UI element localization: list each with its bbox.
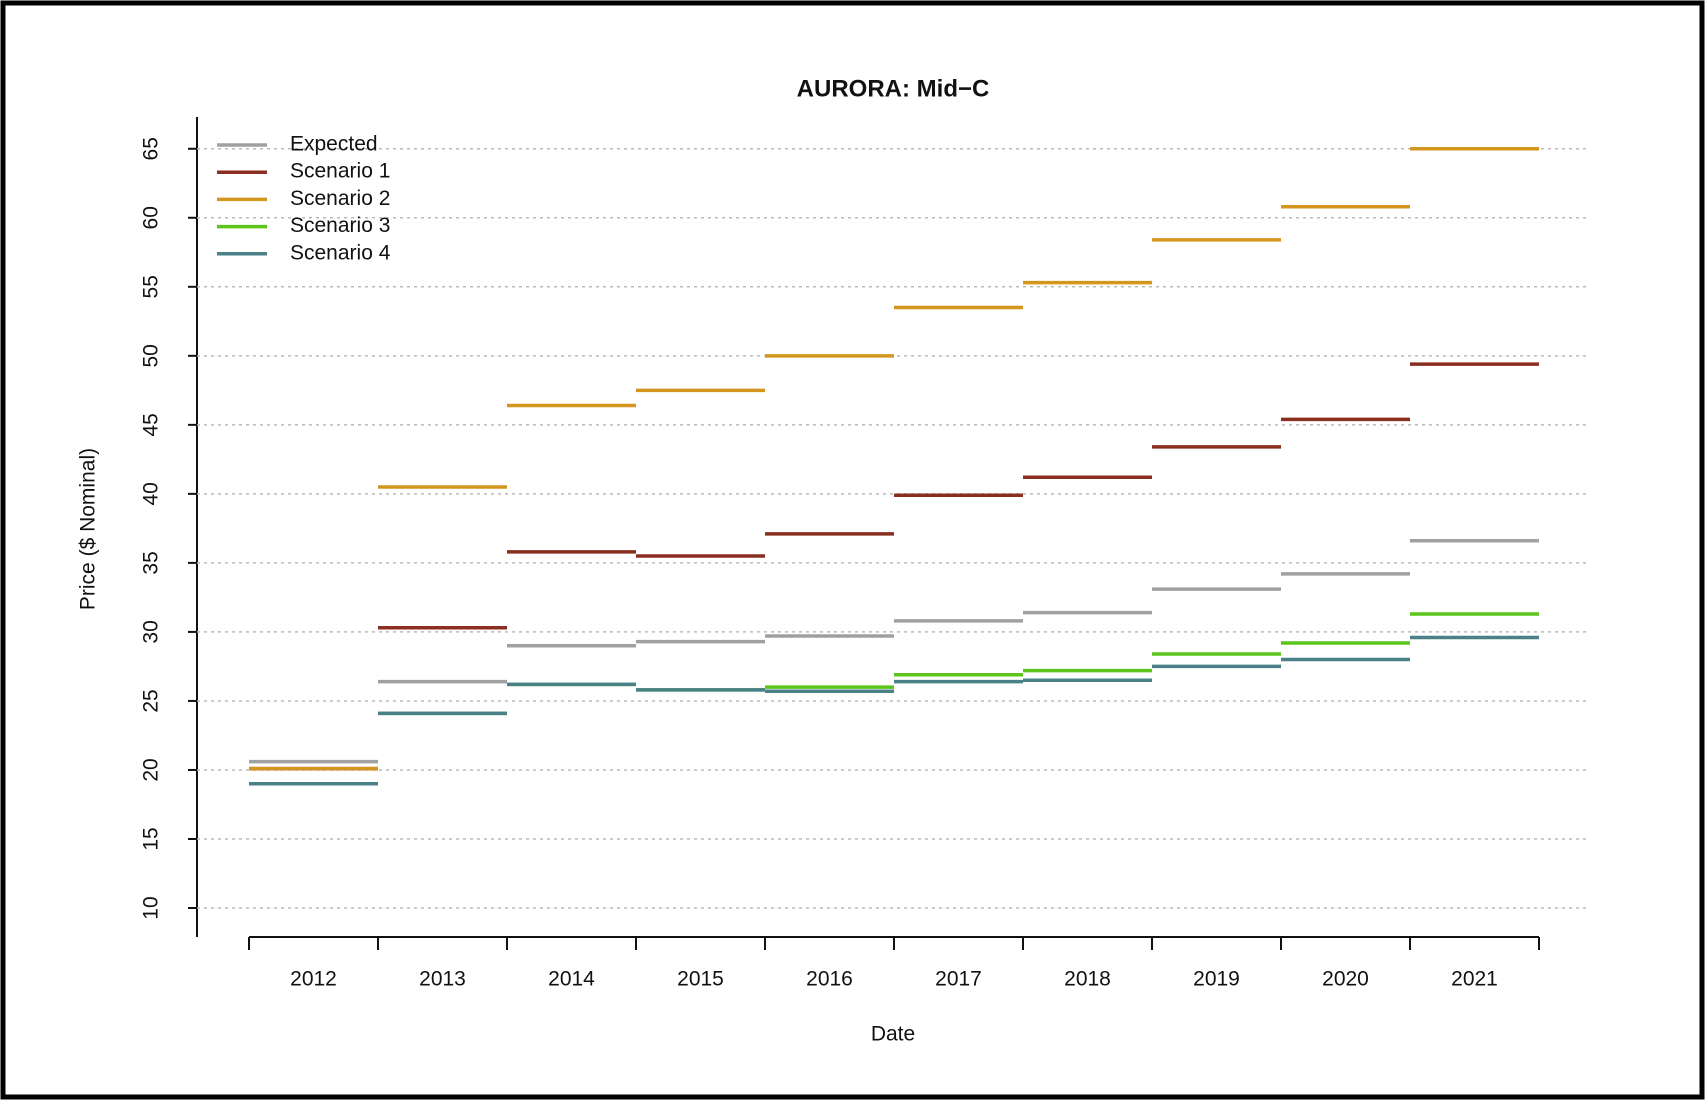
chart-title: AURORA: Mid−C [797,75,990,102]
y-tick-label: 30 [140,620,163,643]
y-tick-label: 60 [140,206,163,229]
x-tick-label: 2012 [290,968,337,991]
legend-label: Scenario 3 [290,214,390,237]
y-tick-label: 15 [140,827,163,850]
x-tick-label: 2014 [548,968,595,991]
x-tick-label: 2020 [1322,968,1369,991]
x-tick-label: 2017 [935,968,982,991]
legend-label: Scenario 4 [290,241,391,264]
x-tick-label: 2021 [1451,968,1498,991]
x-tick-label: 2015 [677,968,724,991]
legend-label: Scenario 2 [290,187,390,210]
x-tick-label: 2019 [1193,968,1240,991]
y-tick-label: 55 [140,275,163,298]
y-axis-label: Price ($ Nominal) [77,448,100,610]
x-axis-label: Date [871,1023,915,1046]
y-tick-label: 20 [140,758,163,781]
y-tick-label: 10 [140,896,163,919]
x-tick-label: 2013 [419,968,466,991]
y-tick-label: 25 [140,689,163,712]
y-tick-label: 50 [140,344,163,367]
x-tick-label: 2016 [806,968,853,991]
y-tick-label: 40 [140,482,163,505]
y-tick-label: 35 [140,551,163,574]
y-tick-label: 65 [140,137,163,160]
legend-label: Expected [290,133,378,156]
x-tick-label: 2018 [1064,968,1111,991]
legend-label: Scenario 1 [290,160,390,183]
y-tick-label: 45 [140,413,163,436]
